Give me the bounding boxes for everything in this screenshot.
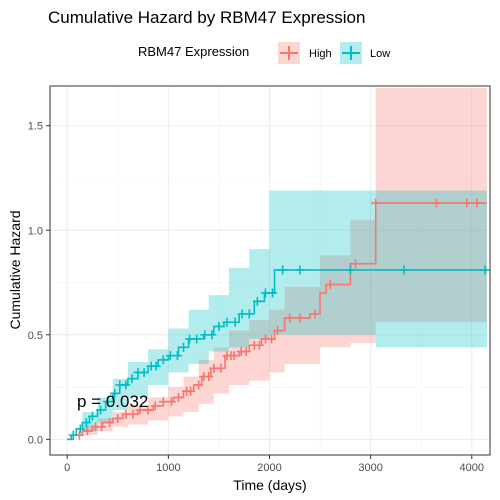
y-axis-title: Cumulative Hazard (7, 210, 23, 329)
x-tick-label: 3000 (358, 462, 382, 474)
confidence-bands (67, 88, 487, 440)
legend-label-low: Low (370, 48, 390, 60)
legend-key-high (278, 42, 300, 64)
censor-mark-low (399, 265, 409, 275)
censor-mark-low (252, 296, 262, 306)
censor-mark-high (254, 340, 264, 350)
censor-mark-high (350, 259, 360, 269)
y-tick-label: 0.5 (28, 330, 43, 342)
chart-title: Cumulative Hazard by RBM47 Expression (48, 8, 365, 27)
x-tick-label: 4000 (460, 462, 484, 474)
censor-mark-low (68, 430, 78, 440)
censor-mark-low (214, 321, 224, 331)
x-tick-label: 0 (64, 462, 70, 474)
censor-mark-low (230, 317, 240, 327)
censor-mark-high (229, 351, 239, 361)
censor-mark-high (166, 397, 176, 407)
censor-mark-high (431, 198, 441, 208)
censor-mark-high (462, 198, 472, 208)
censor-mark-high (194, 380, 204, 390)
censor-mark-low (192, 334, 202, 344)
censor-mark-low (96, 405, 106, 415)
confidence-band-high (67, 88, 487, 440)
censor-mark-low (103, 397, 113, 407)
censor-mark-high (105, 418, 115, 428)
censor-mark-low (295, 265, 305, 275)
censor-mark-low (127, 374, 137, 384)
censor-mark-low (87, 411, 97, 421)
legend: RBM47 Expression High Low (138, 42, 390, 64)
plot-panel-border (49, 85, 491, 456)
censor-mark-low (244, 309, 254, 319)
x-axis-title: Time (days) (233, 477, 306, 493)
legend-label-high: High (309, 48, 332, 60)
censor-mark-high (273, 326, 283, 336)
censor-mark-high (325, 280, 335, 290)
censor-mark-high (97, 422, 107, 432)
censor-mark-low (268, 288, 278, 298)
censor-mark-high (113, 413, 123, 423)
censor-mark-high (135, 405, 145, 415)
censor-mark-high (241, 347, 251, 357)
censor-mark-high (143, 405, 153, 415)
confidence-band-low (67, 190, 487, 440)
legend-title: RBM47 Expression (138, 44, 249, 59)
censor-mark-low (81, 418, 91, 428)
censor-mark-high (267, 334, 277, 344)
censor-mark-high (173, 393, 183, 403)
y-axis-ticks: 0.0 0.5 1.0 1.5 (28, 121, 50, 446)
censor-mark-low (158, 355, 168, 365)
censor-mark-high (158, 397, 168, 407)
censor-mark-low (278, 265, 288, 275)
y-tick-label: 0.0 (28, 434, 43, 446)
censor-marks (68, 198, 490, 440)
censor-mark-low (345, 265, 355, 275)
p-value-annotation: p = 0.032 (77, 392, 148, 411)
legend-key-low (340, 42, 362, 64)
censor-mark-high (186, 386, 196, 396)
censor-mark-low (480, 265, 490, 275)
censor-mark-low (207, 330, 217, 340)
censor-mark-high (82, 426, 92, 436)
censor-mark-high (371, 198, 381, 208)
y-tick-label: 1.5 (28, 121, 43, 133)
censor-mark-low (172, 351, 182, 361)
censor-mark-low (222, 317, 232, 327)
censor-mark-high (295, 313, 305, 323)
censor-mark-high (128, 409, 138, 419)
censor-mark-low (179, 342, 189, 352)
censor-mark-low (110, 388, 120, 398)
censor-mark-low (139, 367, 149, 377)
censor-mark-low (121, 380, 131, 390)
censor-mark-low (151, 361, 161, 371)
censor-mark-high (310, 309, 320, 319)
censor-mark-high (216, 363, 226, 373)
censor-mark-high (150, 401, 160, 411)
x-tick-label: 1000 (156, 462, 180, 474)
censor-mark-low (75, 424, 85, 434)
x-axis-ticks: 0 1000 2000 3000 4000 (64, 455, 484, 474)
censor-mark-high (204, 372, 214, 382)
censor-mark-high (285, 313, 295, 323)
censor-mark-high (472, 198, 482, 208)
x-tick-label: 2000 (257, 462, 281, 474)
y-tick-label: 1.0 (28, 225, 43, 237)
